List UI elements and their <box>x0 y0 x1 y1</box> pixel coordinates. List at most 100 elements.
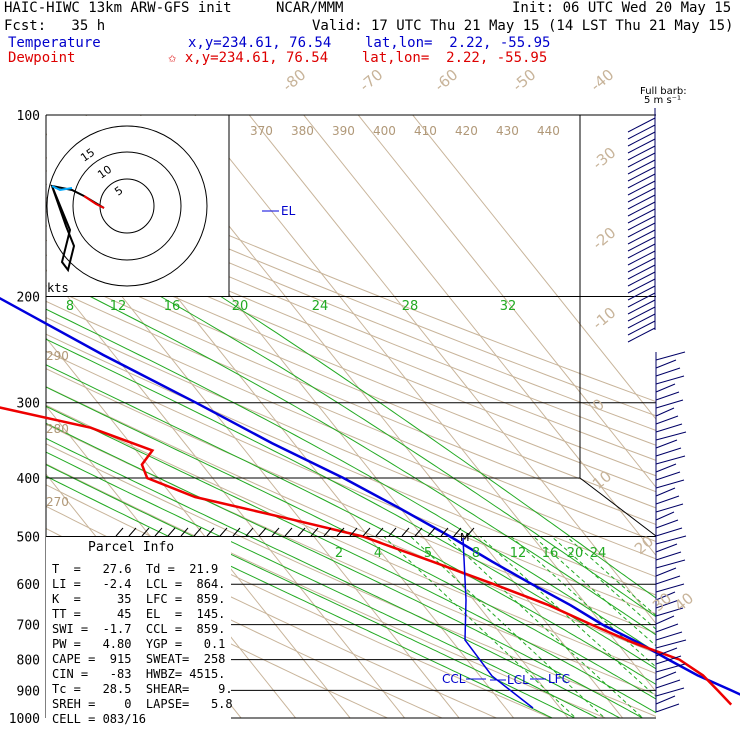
wind-barb <box>627 215 656 231</box>
wind-barb <box>655 527 683 537</box>
wind-barb <box>655 407 675 417</box>
parcel-path-line <box>462 537 534 709</box>
dry-adiabat-line <box>46 463 607 718</box>
wind-barb <box>627 250 656 266</box>
pressure-tick-label: 200 <box>17 291 40 306</box>
hash-mark <box>206 527 215 537</box>
lcl-label: LCL <box>507 673 529 687</box>
wind-barb <box>655 551 682 561</box>
valid-time: Valid: 17 UTC Thu 21 May 15 (14 LST Thu … <box>312 18 734 34</box>
mixing-ratio-line <box>445 536 644 718</box>
hash-mark <box>154 527 163 537</box>
hash-mark <box>271 527 280 537</box>
moist-adiabat-line <box>46 463 576 718</box>
wind-barb <box>627 327 656 343</box>
parcel-line: Tc = 28.5 SHEAR= 9. <box>52 682 233 696</box>
wind-barb <box>627 124 656 140</box>
isotherm-line <box>357 115 656 489</box>
hash-mark <box>375 527 384 537</box>
moist-adiabat-line <box>46 422 644 718</box>
hash-mark <box>245 527 254 537</box>
mixing-ratio-label: 32 <box>500 299 517 314</box>
temperature-location: x,y=234.61, 76.54 lat,lon= 2.22, -55.95 <box>188 35 551 51</box>
hash-mark <box>427 527 436 537</box>
parcel-line: SREH = 0 LAPSE= 5.8 <box>52 697 233 711</box>
level-annotations: EL CCL LCL LFC M <box>262 204 570 687</box>
moist-adiabat-line <box>46 475 554 718</box>
mixing-ratio-label: 4 <box>374 546 382 561</box>
wind-barb <box>655 687 685 697</box>
isotherm-label: -50 <box>509 66 539 96</box>
wind-barb <box>655 391 680 401</box>
wind-barb <box>655 359 677 369</box>
parcel-info-title: Parcel Info <box>88 540 175 555</box>
wind-barb <box>655 671 677 681</box>
wind-barb <box>655 503 684 513</box>
theta-label: 380 <box>291 124 314 138</box>
wind-barb <box>655 383 676 393</box>
wind-barb <box>655 511 675 521</box>
hash-mark <box>141 527 150 537</box>
wind-barb <box>655 455 686 465</box>
wind-barb <box>627 173 656 189</box>
isotherm-label: 0 <box>589 395 608 415</box>
moist-adiabat-line <box>46 386 656 700</box>
mixing-ratio-label: 16 <box>542 546 559 561</box>
dry-adiabat-line <box>46 350 656 615</box>
moist-adiabat-line <box>46 308 656 653</box>
ccl-label: CCL <box>442 672 466 686</box>
right-axis-slant <box>579 477 657 537</box>
mixing-ratio-label: 12 <box>510 546 527 561</box>
wind-barb <box>655 559 686 569</box>
mixing-ratio-line <box>383 536 577 718</box>
isotherm-label: 20 <box>631 532 657 558</box>
moist-adiabat-line <box>46 364 656 686</box>
mixing-ratio-label: 20 <box>232 299 249 314</box>
theta-side-label: 270 <box>46 495 69 509</box>
theta-label: 400 <box>373 124 396 138</box>
mixing-ratio-lines <box>383 536 656 718</box>
wind-barb <box>655 439 678 449</box>
wind-barb <box>627 131 656 147</box>
hodograph-ring <box>46 125 208 287</box>
isotherm-label: -40 <box>587 66 617 96</box>
pressure-tick-label: 800 <box>17 654 40 669</box>
wind-barb <box>655 591 676 601</box>
theta-label: 440 <box>537 124 560 138</box>
wind-barb <box>627 208 656 224</box>
hash-mark <box>388 527 397 537</box>
hash-mark <box>336 527 345 537</box>
isotherm-line <box>46 337 351 718</box>
wind-barb <box>627 159 656 175</box>
wind-barb <box>655 367 681 377</box>
mixing-ratio-label: 8 <box>472 546 480 561</box>
mixing-ratio-label: 28 <box>402 299 419 314</box>
wind-barb <box>627 201 656 217</box>
wind-barb <box>655 703 680 713</box>
dry-adiabat-line <box>46 423 656 696</box>
isotherm-label: -10 <box>589 304 619 334</box>
temperature-legend: Temperature <box>8 35 101 51</box>
theta-label: 390 <box>332 124 355 138</box>
theta-label: 410 <box>414 124 437 138</box>
dry-adiabat-line <box>46 269 656 526</box>
wind-barb <box>655 431 687 441</box>
hodograph-units-label: kts <box>47 281 69 295</box>
isotherm-line <box>0 115 33 731</box>
dry-adiabat-line <box>46 254 656 509</box>
parcel-info-panel <box>46 537 231 720</box>
wind-barb <box>655 351 686 361</box>
wind-barb <box>655 495 680 505</box>
isotherm-label: -20 <box>589 224 619 254</box>
mixing-ratio-line <box>551 536 656 630</box>
hash-mark <box>167 527 176 537</box>
hodograph-trace-black <box>50 184 105 273</box>
dewpoint-line <box>0 406 733 706</box>
wind-barb <box>655 623 679 633</box>
wind-barb <box>627 257 656 273</box>
wind-barb <box>627 278 656 294</box>
wind-barb <box>627 236 656 252</box>
pressure-tick-label: 1000 <box>9 712 40 727</box>
moist-adiabat-lines <box>46 296 656 718</box>
